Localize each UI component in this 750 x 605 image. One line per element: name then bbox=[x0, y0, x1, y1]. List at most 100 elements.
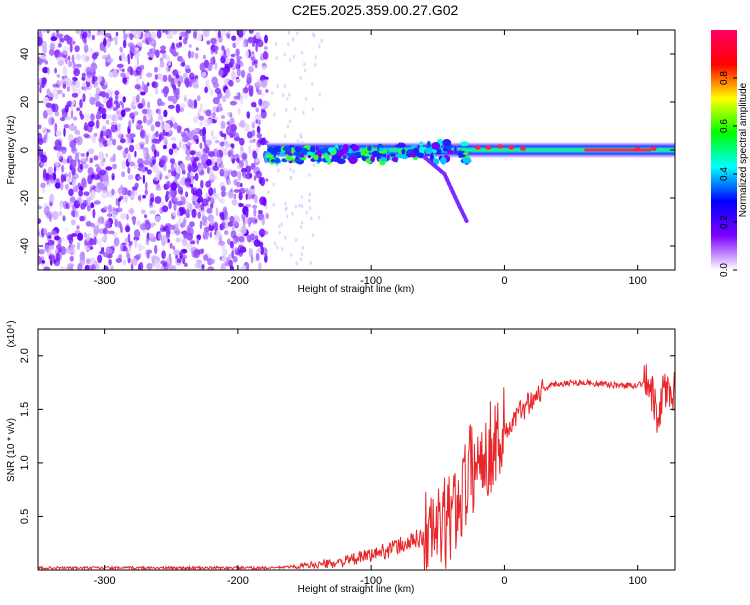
noise-speckle bbox=[134, 162, 137, 170]
spectrogram-y-tick-label: 20 bbox=[19, 96, 31, 108]
noise-speckle bbox=[207, 118, 213, 125]
noise-speckle bbox=[108, 72, 114, 78]
noise-speckle bbox=[233, 95, 239, 100]
noise-speckle bbox=[163, 86, 170, 95]
signal-blob bbox=[463, 152, 469, 156]
noise-speckle bbox=[169, 158, 175, 164]
noise-speckle bbox=[318, 44, 321, 49]
noise-speckle bbox=[39, 85, 42, 94]
noise-speckle bbox=[307, 198, 311, 203]
noise-speckle bbox=[284, 235, 287, 240]
noise-speckle bbox=[194, 202, 201, 209]
noise-speckle bbox=[164, 122, 171, 131]
noise-speckle bbox=[284, 201, 287, 206]
noise-speckle bbox=[62, 215, 66, 222]
noise-speckle bbox=[175, 42, 183, 48]
noise-speckle bbox=[127, 153, 131, 163]
noise-speckle bbox=[42, 30, 46, 33]
noise-speckle bbox=[136, 220, 141, 227]
signal-blob bbox=[337, 158, 346, 165]
noise-speckle bbox=[278, 230, 281, 235]
noise-speckle bbox=[78, 189, 84, 197]
noise-speckle bbox=[255, 170, 262, 179]
noise-speckle bbox=[77, 232, 84, 241]
noise-speckle bbox=[109, 156, 115, 163]
noise-speckle bbox=[173, 163, 178, 169]
noise-speckle bbox=[313, 62, 317, 67]
noise-speckle bbox=[80, 205, 84, 210]
noise-speckle bbox=[251, 121, 256, 129]
noise-speckle bbox=[206, 40, 211, 45]
noise-speckle bbox=[152, 164, 159, 173]
noise-speckle bbox=[103, 252, 108, 258]
noise-speckle bbox=[166, 55, 170, 61]
noise-speckle bbox=[49, 193, 55, 203]
noise-speckle bbox=[70, 104, 74, 112]
noise-speckle bbox=[145, 30, 149, 33]
noise-speckle bbox=[43, 134, 48, 140]
noise-speckle bbox=[265, 178, 269, 182]
noise-speckle bbox=[38, 249, 45, 255]
noise-speckle bbox=[71, 100, 75, 106]
noise-speckle bbox=[232, 247, 239, 252]
noise-speckle bbox=[196, 188, 203, 198]
noise-speckle bbox=[219, 238, 222, 244]
signal-blob bbox=[425, 148, 433, 155]
noise-speckle bbox=[54, 67, 57, 74]
noise-speckle bbox=[107, 139, 112, 147]
noise-speckle bbox=[40, 182, 46, 189]
noise-speckle bbox=[179, 163, 185, 170]
noise-speckle bbox=[238, 235, 245, 243]
noise-speckle bbox=[162, 163, 167, 172]
noise-speckle bbox=[155, 86, 159, 95]
colorbar-scale bbox=[711, 30, 737, 270]
noise-speckle bbox=[250, 101, 257, 108]
noise-speckle bbox=[150, 124, 155, 132]
noise-speckle bbox=[59, 79, 66, 85]
noise-speckle bbox=[256, 125, 261, 134]
noise-speckle bbox=[236, 60, 239, 70]
noise-speckle bbox=[227, 33, 231, 40]
noise-speckle bbox=[95, 87, 101, 95]
noise-speckle bbox=[79, 251, 86, 261]
noise-speckle bbox=[194, 157, 200, 162]
signal-blob bbox=[338, 145, 342, 151]
signal-blob bbox=[363, 152, 370, 157]
noise-speckle bbox=[162, 52, 167, 60]
noise-speckle bbox=[82, 93, 86, 103]
noise-speckle bbox=[59, 202, 64, 209]
noise-speckle bbox=[65, 57, 68, 65]
noise-speckle bbox=[38, 64, 41, 72]
noise-speckle bbox=[72, 61, 76, 70]
colorbar-tick-label: 0.6 bbox=[719, 119, 730, 133]
noise-speckle bbox=[239, 137, 245, 146]
snr-x-tick-label: 100 bbox=[629, 575, 647, 587]
noise-speckle bbox=[227, 238, 231, 245]
noise-speckle bbox=[254, 63, 258, 69]
noise-speckle bbox=[76, 136, 83, 146]
signal-blob bbox=[379, 147, 384, 152]
noise-speckle bbox=[175, 103, 181, 114]
signal-blob bbox=[307, 155, 312, 159]
noise-speckle bbox=[105, 128, 112, 139]
spectrogram-x-label: Height of straight line (km) bbox=[298, 284, 415, 295]
noise-speckle bbox=[187, 226, 194, 237]
noise-speckle bbox=[139, 245, 146, 251]
noise-speckle bbox=[143, 159, 151, 166]
noise-speckle bbox=[291, 211, 294, 216]
noise-speckle bbox=[240, 225, 247, 235]
noise-speckle bbox=[300, 252, 303, 257]
noise-speckle bbox=[162, 144, 167, 150]
noise-speckle bbox=[96, 110, 101, 120]
noise-speckle bbox=[151, 81, 159, 89]
noise-speckle bbox=[168, 30, 175, 36]
noise-speckle bbox=[116, 63, 124, 68]
noise-speckle bbox=[110, 264, 114, 270]
noise-speckle bbox=[183, 230, 188, 239]
noise-speckle bbox=[281, 247, 284, 251]
noise-speckle bbox=[148, 53, 155, 58]
noise-speckle bbox=[267, 102, 271, 107]
noise-speckle bbox=[79, 98, 83, 109]
noise-speckle bbox=[212, 192, 220, 200]
noise-speckle bbox=[81, 86, 86, 90]
